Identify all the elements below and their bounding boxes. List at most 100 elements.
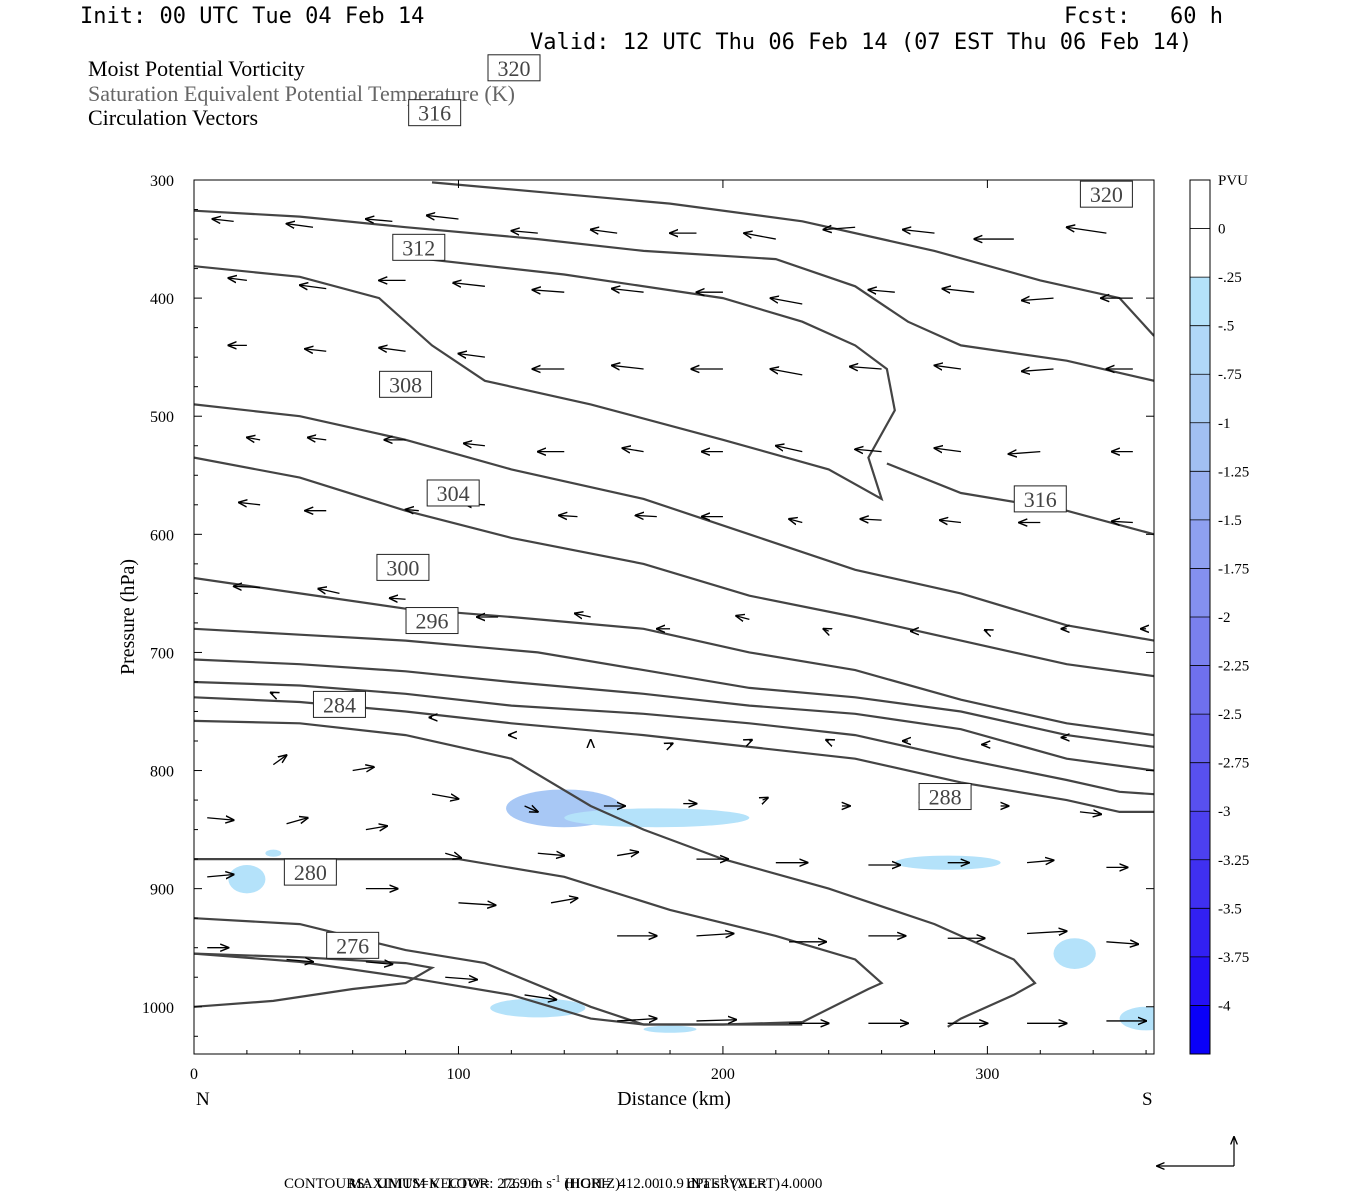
vector-89 [763,798,768,800]
vector-124 [696,1020,736,1021]
y-tick-label-5: 800 [150,764,174,781]
max-vert-tail: (VERT) [731,1176,781,1192]
colorbar-label-3: -.75 [1218,367,1242,383]
vector-96 [365,826,387,830]
vector-120 [365,962,392,964]
mpv-patch-5 [1053,938,1096,969]
colorbar: PVU 0 -.25 -.5 -.75 -1 -1.25 -1.5 -1.75 -2 -2.25 -2… [1189,173,1249,1055]
colorbar-swatch-9 [1190,617,1210,666]
vector-25 [305,349,327,351]
contour-label-8: 300 [386,555,419,580]
colorbar-swatch-12 [1190,762,1210,812]
vector-55 [789,519,803,523]
y-tick-label-6: 900 [150,882,174,899]
vector-104 [1027,860,1053,862]
vector-56 [860,519,882,520]
vector-123 [617,1019,657,1021]
contour-line-8 [194,627,1154,748]
colorbar-swatch-8 [1190,568,1210,617]
vector-121 [445,977,477,979]
y-tick-label-0: 300 [150,173,174,190]
contour-line-9 [194,576,1154,737]
contour-label-4: 284 [323,692,356,717]
reference-vector-icon [1157,1137,1234,1166]
vector-19 [771,298,803,305]
colorbar-label-1: -.25 [1218,270,1242,286]
vector-22 [1022,298,1054,300]
vector-69 [985,630,988,631]
vector-36 [247,437,261,439]
x-tick-label-1: 100 [446,1066,470,1083]
contour-label-7: 296 [416,609,449,634]
mpv-patch-1 [564,808,750,828]
contour-label-14: 320 [498,56,531,81]
theta-es-contours [194,181,1154,1028]
vector-61 [318,589,340,594]
contour-label-box-13 [1013,485,1067,513]
vector-112 [696,934,733,936]
mpv-patch-6 [490,998,586,1018]
vector-78 [749,740,752,741]
colorbar-swatch-4 [1190,374,1210,423]
mpv-patch-3 [228,865,266,894]
contour-line-0 [194,952,436,1008]
vector-59 [1112,521,1133,522]
x-axis-title: Distance (km) [617,1088,731,1110]
contour-line-4 [194,719,1037,1028]
contour-label-12: 316 [418,101,451,126]
vector-37 [308,437,327,439]
vector-12 [228,278,247,280]
colorbar-label-6: -1.5 [1218,513,1242,529]
colorbar-label-0: 0 [1218,222,1226,238]
vector-20 [868,290,895,292]
vector-95 [286,818,308,825]
vector-66 [736,616,750,620]
colorbar-label-15: -3.75 [1218,950,1249,966]
vector-4 [511,231,538,233]
contour-label-box-12 [408,99,462,127]
vector-53 [636,515,657,516]
vector-32 [850,367,882,369]
contour-label-box-1 [283,858,337,886]
max-horiz-exp: -1 [552,1174,561,1185]
max-horiz-tail: (HORIZ) [564,1176,621,1192]
vector-116 [1027,931,1067,933]
vector-85 [431,794,458,799]
colorbar-label-14: -3.5 [1218,901,1242,917]
colorbar-label-8: -2 [1218,610,1231,626]
vector-3 [427,215,459,219]
vector-1 [287,224,314,228]
vector-106 [207,874,233,876]
colorbar-swatch-7 [1190,519,1210,569]
colorbar-swatch-10 [1190,665,1210,715]
colorbar-label-7: -1.75 [1218,561,1249,577]
vector-110 [550,898,577,903]
vector-41 [622,448,644,452]
colorbar-title: PVU [1218,173,1248,189]
colorbar-label-2: -.5 [1218,319,1234,335]
mpv-patch-7 [1119,1006,1154,1031]
colorbar-swatch-15 [1190,908,1210,957]
y-tick-label-7: 1000 [142,1000,174,1017]
max-horiz-value: 12.9 m s [500,1176,553,1192]
vector-26 [379,348,406,352]
init-time: Init: 00 UTC Tue 04 Feb 14 [80,4,425,29]
contour-label-box-0 [326,931,380,959]
mpv-patch-8 [643,1025,697,1033]
vector-67 [823,629,828,631]
vector-62 [390,598,406,599]
vector-27 [458,354,485,358]
colorbar-swatch-14 [1190,859,1210,909]
vector-79 [826,740,829,741]
contour-label-box-15 [1079,180,1133,208]
contour-line-7 [194,658,1154,772]
contour-labels: 276 280 284 288 296 300 304 308 312 316 316 320 320 [283,54,1133,959]
vector-34 [1022,369,1054,371]
vector-93 [1079,812,1101,814]
contour-label-10: 308 [389,372,422,397]
contour-label-box-5 [918,783,972,811]
vector-2 [366,219,393,221]
vector-33 [934,365,962,369]
x-end-label-left: N [196,1089,210,1110]
vector-86 [524,806,538,812]
